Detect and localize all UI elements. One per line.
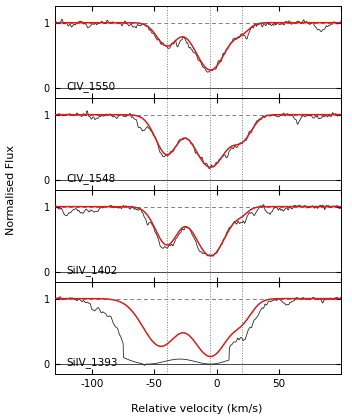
Text: Normalised Flux: Normalised Flux [6, 145, 16, 235]
Text: SiIV_1393: SiIV_1393 [66, 357, 118, 368]
Text: CIV_1550: CIV_1550 [66, 81, 115, 92]
Text: Relative velocity (km/s): Relative velocity (km/s) [131, 404, 263, 414]
Text: CIV_1548: CIV_1548 [66, 173, 115, 184]
Text: SiIV_1402: SiIV_1402 [66, 265, 118, 276]
